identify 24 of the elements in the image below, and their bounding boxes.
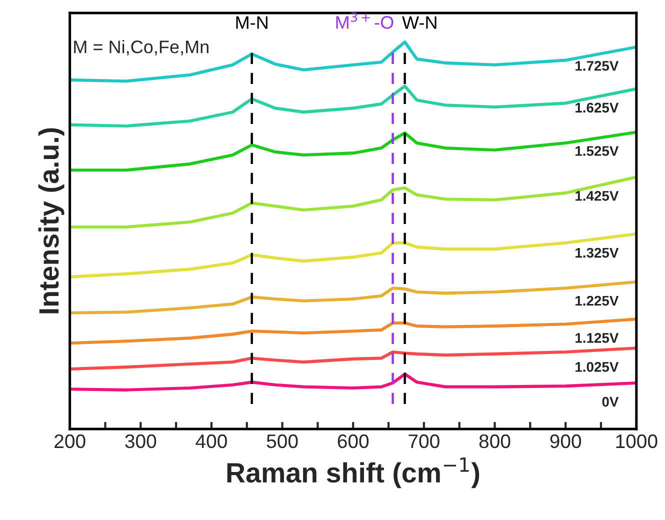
series-label: 1.025V (576, 362, 619, 372)
x-tick-label: 500 (266, 434, 298, 448)
series-label: 1.625V (576, 102, 619, 113)
x-tick-label: 200 (54, 434, 86, 448)
x-tick-label: 900 (550, 434, 582, 448)
x-tick-label: 400 (196, 434, 227, 448)
ref-line-label: M$^{3+}$-O (336, 12, 394, 29)
series-label: 1.525V (576, 146, 619, 156)
x-tick-label: 600 (338, 434, 369, 448)
annotation: M = Ni,Co,Fe,Mn (74, 40, 208, 56)
y-axis-title: Intensity (a.u.) (38, 128, 64, 314)
x-tick-label: 800 (479, 434, 510, 448)
ref-line-label: M-N (236, 16, 268, 29)
series-label: 1.125V (576, 333, 619, 343)
series-label: 0V (602, 396, 619, 407)
series-label: 1.225V (576, 296, 619, 306)
x-axis-title: Raman shift (cm$^{−1}$) (227, 458, 480, 488)
ref-line-label: W-N (402, 16, 436, 29)
x-tick-label: 300 (125, 434, 156, 448)
series-label: 1.325V (576, 248, 619, 258)
series-label: 1.725V (576, 60, 619, 71)
x-tick-label: 700 (408, 434, 440, 448)
series-label: 1.425V (576, 190, 619, 201)
x-tick-label: 1000 (616, 434, 658, 448)
